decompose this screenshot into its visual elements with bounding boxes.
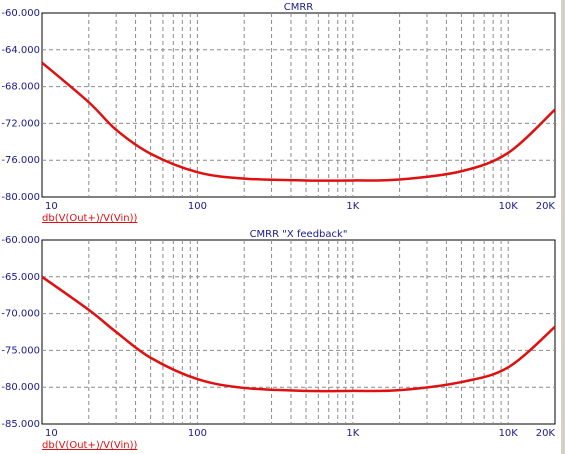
chart-title: CMRR "X feedback" [250, 229, 348, 240]
x-tick-label: 10K [499, 428, 519, 439]
x-tick-label: 20K [536, 428, 556, 439]
series-line [41, 61, 556, 182]
x-tick-label: 1K [346, 428, 359, 439]
x-tick-label: 10 [45, 428, 58, 439]
plot-frame [41, 239, 556, 425]
y-tick-label: -68.000 [1, 82, 40, 93]
chart-title: CMRR [284, 2, 314, 13]
y-tick-label: -60.000 [1, 235, 40, 246]
legend-entry: db(V(Out+)/V(Vin)) [42, 213, 137, 224]
legend-entry: db(V(Out+)/V(Vin)) [42, 440, 137, 451]
y-tick-label: -75.000 [1, 345, 40, 356]
y-tick-label: -85.000 [1, 419, 40, 430]
y-tick-label: -72.000 [1, 118, 40, 129]
series-line [41, 275, 556, 393]
x-tick-label: 1K [346, 201, 359, 212]
y-tick-label: -65.000 [1, 272, 40, 283]
plot-frame [41, 12, 556, 198]
x-tick-label: 10 [45, 201, 58, 212]
y-tick-label: -76.000 [1, 155, 40, 166]
window-edge [561, 0, 565, 454]
x-tick-label: 10K [499, 201, 519, 212]
x-tick-label: 100 [188, 201, 207, 212]
y-tick-label: -80.000 [1, 192, 40, 203]
y-tick-label: -80.000 [1, 382, 40, 393]
x-tick-label: 100 [188, 428, 207, 439]
y-tick-label: -60.000 [1, 8, 40, 19]
x-tick-label: 20K [536, 201, 556, 212]
y-tick-label: -64.000 [1, 45, 40, 56]
y-tick-label: -70.000 [1, 309, 40, 320]
